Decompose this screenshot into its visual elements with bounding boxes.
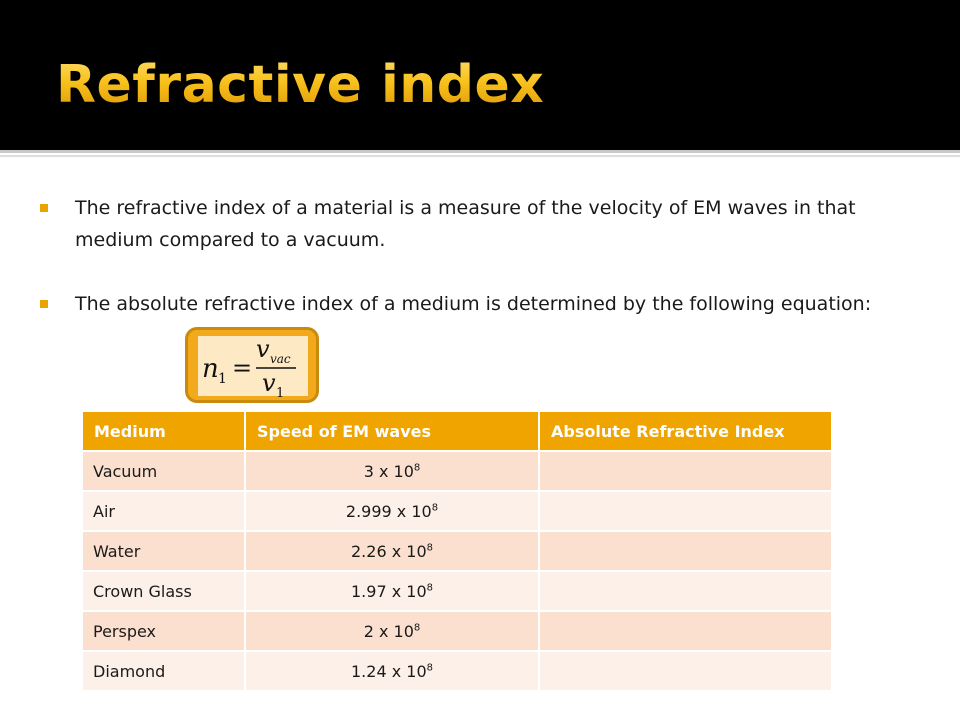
column-header-medium: Medium [83, 412, 246, 451]
bullet-item: The absolute refractive index of a mediu… [40, 288, 890, 320]
table-row: Perspex 2 x 108 [83, 610, 833, 651]
title-bar [0, 0, 960, 150]
cell-index [539, 530, 833, 571]
title-divider-secondary [0, 155, 960, 157]
refractive-index-table: Medium Speed of EM waves Absolute Refrac… [83, 412, 833, 690]
formula-denominator-subscript: 1 [276, 386, 284, 400]
cell-medium: Diamond [83, 650, 246, 690]
formula-lhs: n [202, 354, 219, 384]
refractive-index-formula: n 1 = v vac v 1 [185, 327, 319, 403]
cell-medium: Crown Glass [83, 570, 246, 611]
cell-medium: Water [83, 530, 246, 571]
cell-index [539, 610, 833, 651]
cell-speed: 3 x 108 [245, 450, 540, 491]
bullet-square-icon [40, 204, 48, 212]
formula-numerator-subscript: vac [270, 352, 291, 366]
cell-index [539, 650, 833, 690]
formula-numerator: v [256, 335, 270, 363]
table-row: Diamond 1.24 x 108 [83, 650, 833, 690]
formula-equals: = [232, 354, 252, 382]
slide-title: Refractive index [56, 50, 544, 120]
formula-denominator: v [262, 369, 276, 397]
cell-index [539, 570, 833, 611]
title-divider [0, 150, 960, 153]
cell-index [539, 450, 833, 491]
table-row: Air 2.999 x 108 [83, 490, 833, 531]
table-header-row: Medium Speed of EM waves Absolute Refrac… [83, 412, 833, 451]
formula-svg: n 1 = v vac v 1 [202, 335, 296, 400]
cell-index [539, 490, 833, 531]
bullet-text: The refractive index of a material is a … [75, 197, 856, 251]
bullet-square-icon [40, 300, 48, 308]
cell-speed: 1.97 x 108 [245, 570, 540, 611]
cell-medium: Perspex [83, 610, 246, 651]
column-header-index: Absolute Refractive Index [539, 412, 833, 451]
cell-speed: 2 x 108 [245, 610, 540, 651]
cell-medium: Vacuum [83, 450, 246, 491]
formula-background [198, 336, 308, 396]
table-row: Crown Glass 1.97 x 108 [83, 570, 833, 611]
formula-lhs-subscript: 1 [218, 371, 227, 387]
cell-speed: 1.24 x 108 [245, 650, 540, 690]
column-header-speed: Speed of EM waves [245, 412, 540, 451]
bullet-item: The refractive index of a material is a … [40, 192, 890, 256]
table-row: Vacuum 3 x 108 [83, 450, 833, 491]
bullet-text: The absolute refractive index of a mediu… [75, 293, 872, 315]
cell-speed: 2.999 x 108 [245, 490, 540, 531]
cell-speed: 2.26 x 108 [245, 530, 540, 571]
cell-medium: Air [83, 490, 246, 531]
table-row: Water 2.26 x 108 [83, 530, 833, 571]
